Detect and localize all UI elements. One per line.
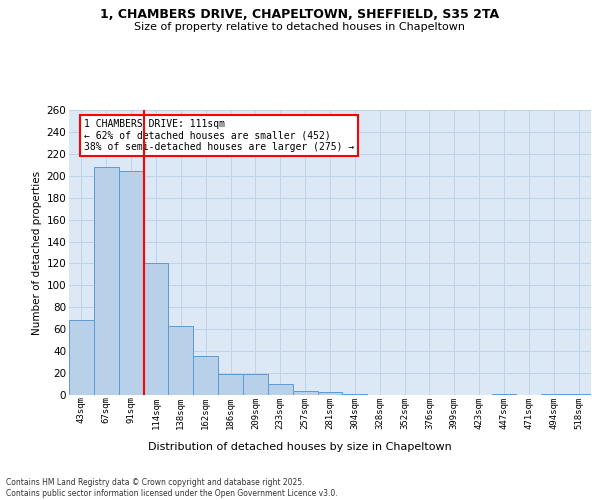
Bar — [193, 356, 218, 395]
Bar — [119, 172, 143, 395]
Bar — [69, 320, 94, 395]
Bar — [343, 394, 367, 395]
Bar — [268, 384, 293, 395]
Text: Size of property relative to detached houses in Chapeltown: Size of property relative to detached ho… — [134, 22, 466, 32]
Bar — [169, 326, 193, 395]
Bar — [243, 374, 268, 395]
Bar — [94, 167, 119, 395]
Text: 1, CHAMBERS DRIVE, CHAPELTOWN, SHEFFIELD, S35 2TA: 1, CHAMBERS DRIVE, CHAPELTOWN, SHEFFIELD… — [100, 8, 500, 20]
Bar — [491, 394, 517, 395]
Bar — [143, 264, 169, 395]
Bar — [541, 394, 566, 395]
Bar — [317, 392, 343, 395]
Bar — [566, 394, 591, 395]
Text: Distribution of detached houses by size in Chapeltown: Distribution of detached houses by size … — [148, 442, 452, 452]
Text: Contains HM Land Registry data © Crown copyright and database right 2025.
Contai: Contains HM Land Registry data © Crown c… — [6, 478, 338, 498]
Bar — [218, 374, 243, 395]
Text: 1 CHAMBERS DRIVE: 111sqm
← 62% of detached houses are smaller (452)
38% of semi-: 1 CHAMBERS DRIVE: 111sqm ← 62% of detach… — [84, 119, 354, 152]
Bar — [293, 390, 317, 395]
Y-axis label: Number of detached properties: Number of detached properties — [32, 170, 43, 334]
